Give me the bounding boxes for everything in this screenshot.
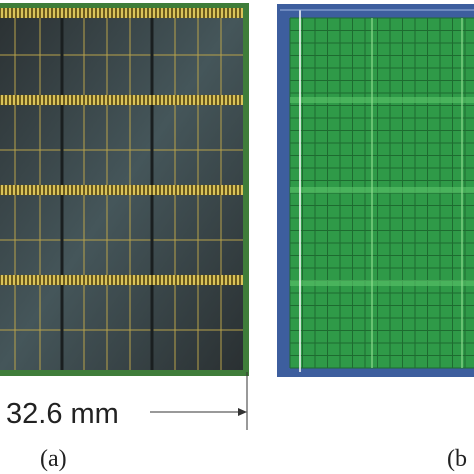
pad-strip — [0, 275, 243, 285]
bus-band — [290, 187, 474, 193]
dimension-label: 32.6 mm — [6, 398, 119, 430]
pad-strip — [0, 185, 243, 195]
arrow-head — [238, 408, 247, 416]
panel-a — [0, 3, 249, 376]
pad-strip — [0, 8, 243, 18]
bus-band — [290, 97, 474, 103]
panel-b — [277, 4, 474, 377]
pad-strip — [0, 95, 243, 105]
bus-band — [290, 280, 474, 286]
panel-label: (b — [447, 446, 467, 472]
panel-label: (a) — [40, 446, 67, 472]
